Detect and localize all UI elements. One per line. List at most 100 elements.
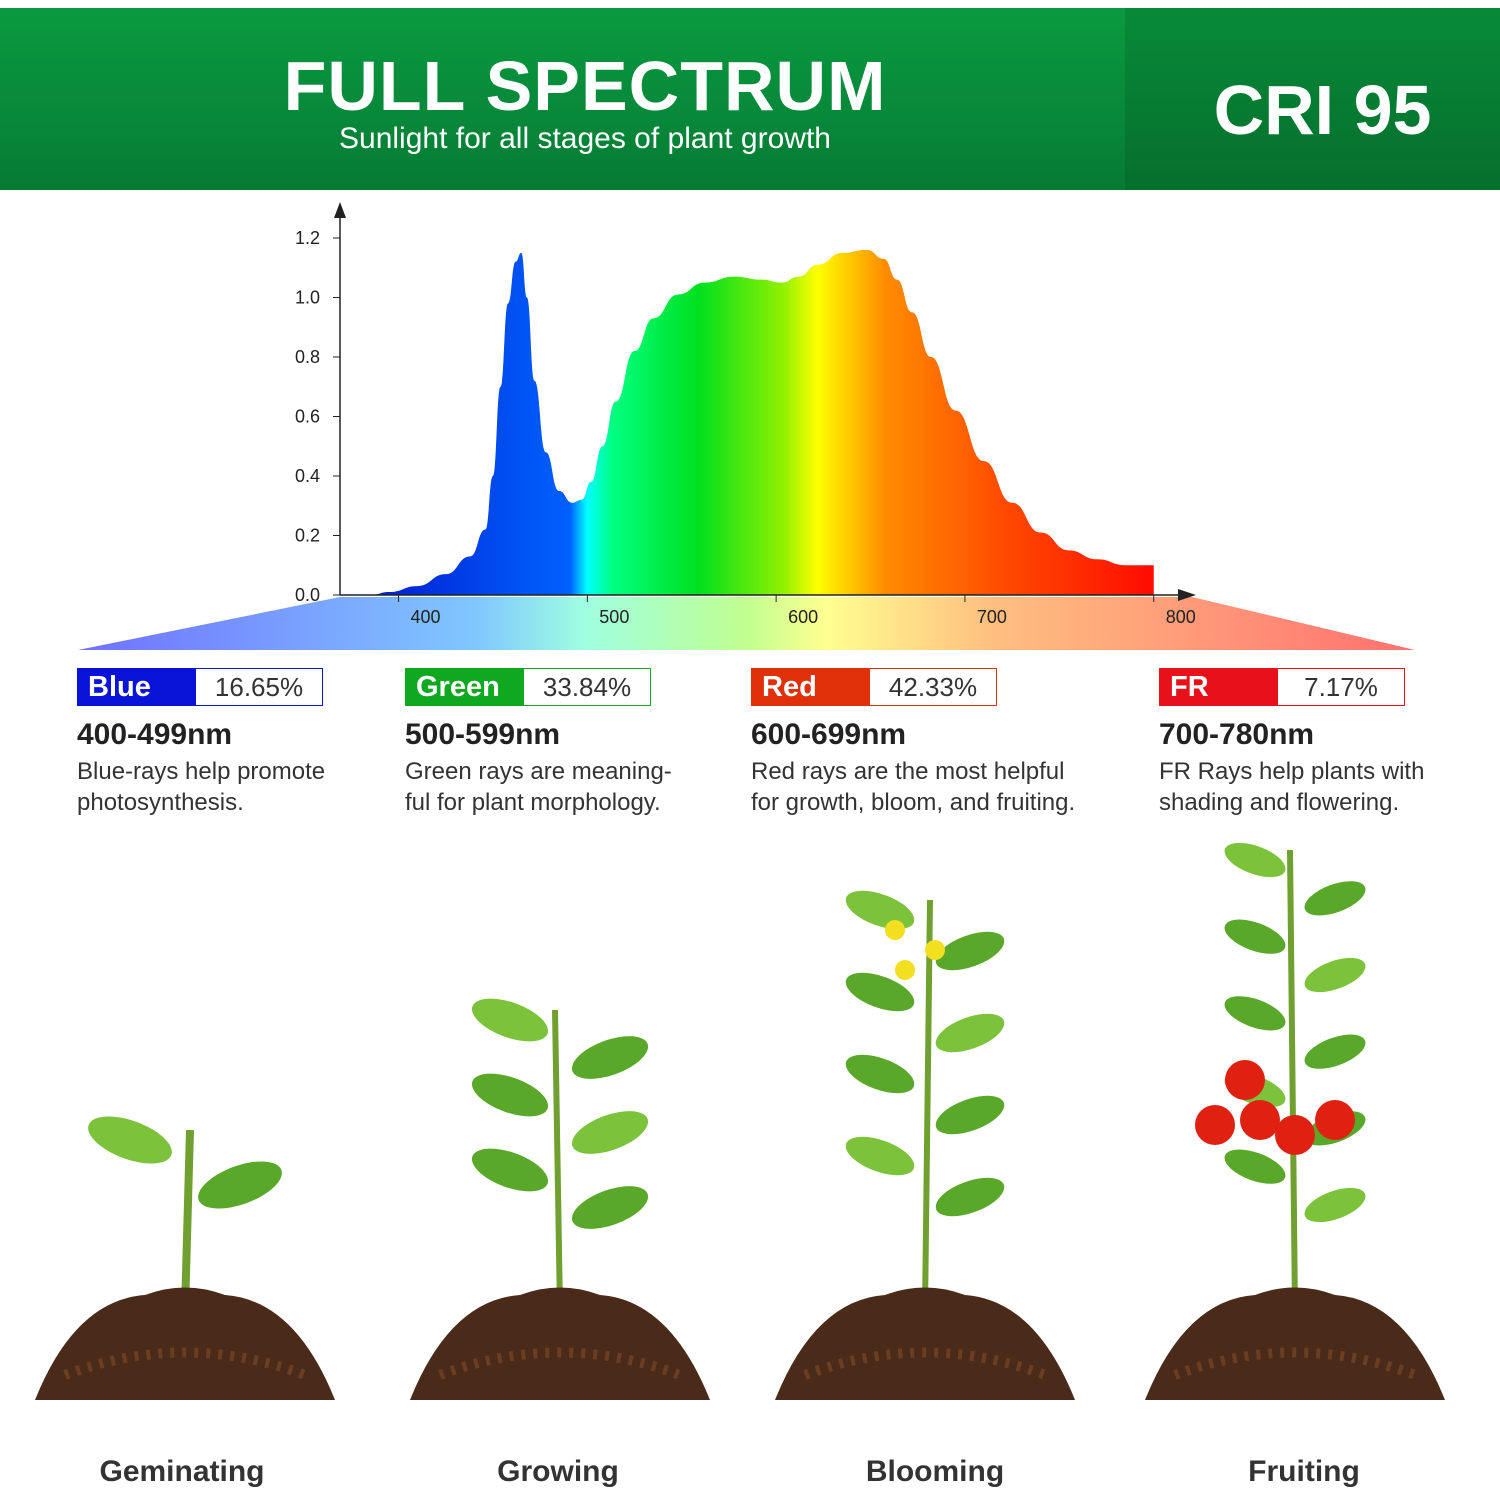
leaf xyxy=(935,1095,1005,1135)
y-tick-label: 0.2 xyxy=(295,526,320,546)
header-banner: FULL SPECTRUM Sunlight for all stages of… xyxy=(0,8,1500,190)
x-axis-arrow xyxy=(1178,589,1196,601)
cri-panel xyxy=(1125,8,1500,190)
leaf xyxy=(471,998,549,1042)
y-tick-label: 0.6 xyxy=(295,407,320,427)
band-name: Red xyxy=(752,669,870,705)
x-tick-label: 600 xyxy=(788,607,818,627)
band-range: 500-599nm xyxy=(405,718,561,751)
desc-line: Blue-rays help promote xyxy=(77,758,326,785)
desc-line: FR Rays help plants with xyxy=(1159,758,1425,785)
page-title: FULL SPECTRUM xyxy=(283,47,887,125)
soil-texture xyxy=(438,1347,682,1380)
band-description: Blue-rays help promote photosynthesis. xyxy=(77,756,417,818)
leaf xyxy=(1224,842,1286,878)
band-name: Blue xyxy=(78,669,196,705)
leaf xyxy=(845,972,915,1012)
leaf xyxy=(1304,957,1366,993)
soil-texture xyxy=(803,1347,1047,1380)
tomato xyxy=(1240,1100,1280,1140)
plant-stem xyxy=(181,1129,194,1311)
desc-line: shading and flowering. xyxy=(1159,789,1400,816)
y-tick-label: 0.0 xyxy=(295,585,320,605)
spectrum-chart: 0.0 0.2 0.4 0.6 0.8 1.0 1.2 400 500 600 700 800 xyxy=(78,202,1415,650)
band-description: Green rays are meaning-ful for plant mor… xyxy=(405,756,745,818)
leaf xyxy=(198,1161,282,1209)
leaf xyxy=(471,1073,549,1117)
leaf xyxy=(571,1111,649,1154)
flower xyxy=(895,960,915,980)
soil-mound xyxy=(775,1287,1075,1400)
desc-line: ful for plant morphology. xyxy=(405,789,661,816)
leaf xyxy=(1224,996,1286,1031)
y-tick-label: 0.8 xyxy=(295,347,320,367)
leaf xyxy=(845,1136,915,1176)
leaf xyxy=(1224,919,1286,954)
stage-label: Growing xyxy=(497,1455,619,1488)
leaf xyxy=(1224,1149,1286,1184)
band-red: Red 42.33% 600-699nm Red rays are the mo… xyxy=(751,668,1091,818)
leaf xyxy=(88,1116,172,1164)
band-badge: Blue 16.65% xyxy=(77,668,323,706)
y-tick-label: 0.4 xyxy=(295,466,320,486)
band-range: 600-699nm xyxy=(751,718,907,751)
tomato xyxy=(1315,1100,1355,1140)
band-description: Red rays are the most helpful for growth,… xyxy=(751,756,1091,818)
spectrum-projection-band xyxy=(78,597,1415,650)
desc-line: Green rays are meaning- xyxy=(405,758,672,785)
y-tick-label: 1.2 xyxy=(295,228,320,248)
leaf xyxy=(845,1054,915,1094)
x-tick-label: 500 xyxy=(599,607,629,627)
desc-line: Red rays are the most helpful xyxy=(751,758,1065,785)
band-description: FR Rays help plants with shading and flow… xyxy=(1159,756,1499,818)
x-tick-label: 800 xyxy=(1166,607,1196,627)
spectrum-area xyxy=(370,249,1154,595)
x-tick-label: 700 xyxy=(977,607,1007,627)
band-percent: 7.17% xyxy=(1304,672,1378,702)
soil-texture xyxy=(1173,1347,1417,1380)
leaf xyxy=(1304,881,1366,916)
page-subtitle: Sunlight for all stages of plant growth xyxy=(339,122,831,155)
band-fr: FR 7.17% 700-780nm FR Rays help plants w… xyxy=(1159,668,1499,818)
y-axis-arrow xyxy=(334,202,346,218)
band-blue: Blue 16.65% 400-499nm Blue-rays help pro… xyxy=(77,668,417,818)
band-percent: 16.65% xyxy=(214,672,304,702)
plant-stem xyxy=(1287,849,1298,1311)
band-range: 700-780nm xyxy=(1159,718,1315,751)
band-badge: Red 42.33% xyxy=(751,668,997,706)
tomato xyxy=(1195,1105,1235,1145)
band-percent: 33.84% xyxy=(542,672,632,702)
leaf xyxy=(935,1013,1005,1053)
band-badge: Green 33.84% xyxy=(405,668,651,706)
leaf xyxy=(571,1186,649,1229)
tomato xyxy=(1275,1115,1315,1155)
cri-badge: CRI 95 xyxy=(1213,71,1432,149)
soil-mound xyxy=(35,1287,335,1400)
flower xyxy=(885,920,905,940)
plant-stem xyxy=(552,1009,563,1311)
leaf xyxy=(935,1177,1005,1217)
band-range: 400-499nm xyxy=(77,718,233,751)
soil-texture xyxy=(63,1347,307,1380)
plant-stem xyxy=(922,899,933,1311)
stage-label: Fruiting xyxy=(1248,1455,1360,1488)
band-percent: 42.33% xyxy=(888,672,978,702)
flower xyxy=(925,940,945,960)
desc-line: photosynthesis. xyxy=(77,789,244,816)
leaf xyxy=(935,931,1005,971)
leaf xyxy=(571,1036,649,1079)
band-green: Green 33.84% 500-599nm Green rays are me… xyxy=(405,668,745,818)
band-badge: FR 7.17% xyxy=(1159,668,1405,706)
band-name: Green xyxy=(406,669,524,705)
soil-mound xyxy=(410,1287,710,1400)
leaf xyxy=(1304,1187,1366,1223)
desc-line: for growth, bloom, and fruiting. xyxy=(751,789,1076,816)
soil-mound xyxy=(1145,1287,1445,1400)
leaf xyxy=(1304,1034,1366,1069)
y-tick-label: 1.0 xyxy=(295,288,320,308)
leaf xyxy=(845,890,915,930)
x-tick-label: 400 xyxy=(411,607,441,627)
stage-label: Geminating xyxy=(99,1455,265,1488)
band-name: FR xyxy=(1160,669,1278,705)
tomato xyxy=(1225,1060,1265,1100)
